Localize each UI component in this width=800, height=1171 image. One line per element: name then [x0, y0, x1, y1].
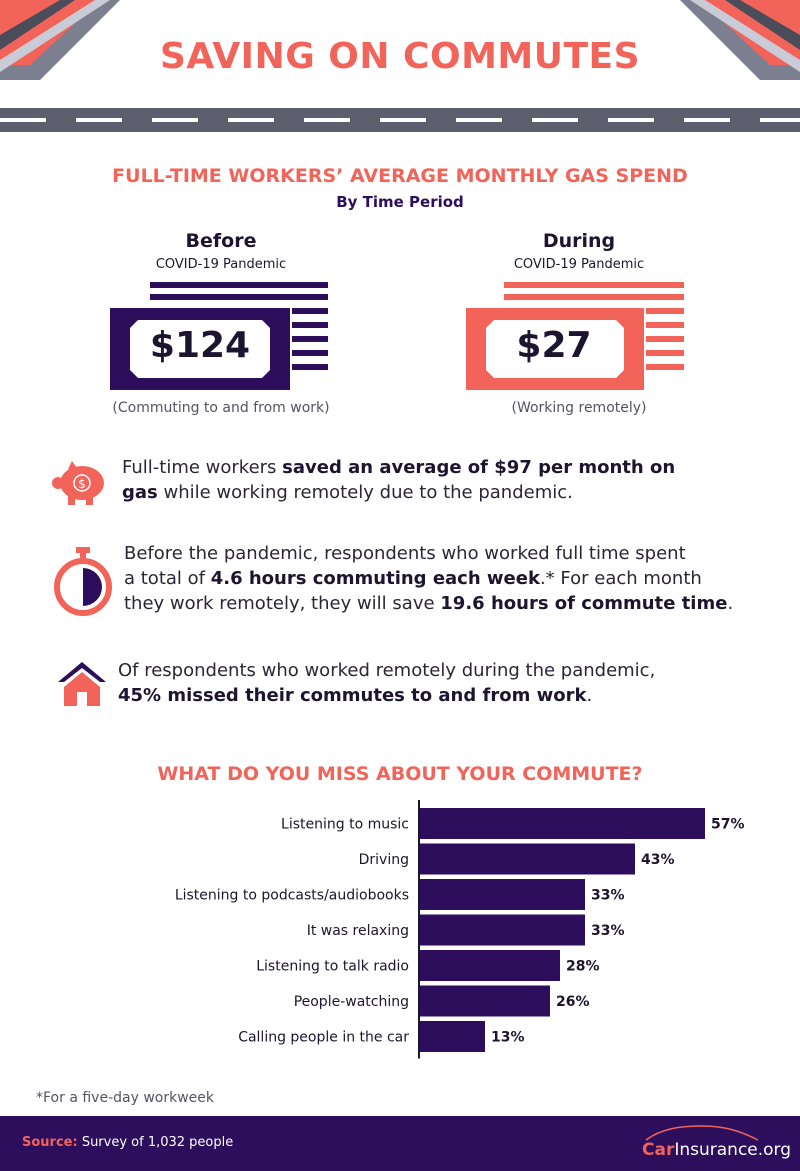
brand-logo-car: Car — [642, 1140, 675, 1160]
fact1-bold: saved an average of $97 per month on — [282, 457, 676, 478]
before-phase-sublabel: COVID-19 Pandemic — [155, 257, 287, 272]
fact3-text-post: . — [586, 685, 593, 706]
house-icon — [58, 662, 106, 706]
during-note: (Working remotely) — [511, 400, 647, 416]
car-outline-icon — [645, 1125, 759, 1141]
fact2-text-pre-3: they work remotely, they will save — [124, 593, 441, 614]
category-label-3: It was relaxing — [307, 923, 409, 939]
road-lane-markings — [0, 118, 800, 122]
stopwatch-icon — [54, 547, 112, 616]
bar-1 — [420, 843, 635, 875]
fact3-bold: 45% missed their commutes to and from wo… — [118, 685, 587, 706]
value-label-2: 33% — [591, 888, 625, 904]
category-label-5: People-watching — [294, 994, 409, 1010]
before-phase-label: Before — [185, 230, 257, 252]
category-label-4: Listening to talk radio — [256, 959, 409, 975]
building-left-decoration — [0, 0, 120, 80]
before-note: (Commuting to and from work) — [112, 400, 330, 416]
source-label: Source: — [22, 1135, 78, 1150]
brand-logo[interactable]: CarInsurance.org — [642, 1140, 791, 1160]
brand-logo-rest: Insurance.org — [674, 1140, 792, 1160]
value-label-4: 28% — [566, 959, 600, 975]
page-title: SAVING ON COMMUTES — [159, 36, 641, 77]
fact2-text-pre: a total of — [124, 568, 211, 589]
fact3-line1: Of respondents who worked remotely durin… — [118, 660, 656, 681]
dollar-bill-icon — [466, 282, 684, 390]
category-label-6: Calling people in the car — [238, 1030, 409, 1046]
bar-4 — [420, 950, 560, 981]
before-amount: $124 — [149, 325, 251, 366]
category-label-2: Listening to podcasts/audiobooks — [175, 888, 409, 904]
value-label-0: 57% — [711, 817, 745, 833]
value-label-6: 13% — [491, 1030, 525, 1046]
dollar-bill-icon — [110, 282, 328, 390]
value-label-1: 43% — [641, 852, 675, 868]
fact2-bold-saved: 19.6 hours of commute time — [440, 593, 728, 614]
during-bill-card: During COVID-19 Pandemic $27 (Working re… — [454, 230, 704, 430]
before-bill-card: Before COVID-19 Pandemic $124 (Commuting… — [96, 230, 346, 430]
gas-section-title: FULL-TIME WORKERS’ AVERAGE MONTHLY GAS S… — [112, 165, 688, 187]
bar-3 — [420, 914, 585, 946]
gas-section-subtitle: By Time Period — [336, 193, 464, 211]
fact2-text-post-3: . — [727, 593, 734, 614]
fact2-bold-hours: 4.6 hours commuting each week — [210, 568, 540, 589]
header: SAVING ON COMMUTES — [0, 0, 800, 140]
source-text: Survey of 1,032 people — [77, 1135, 234, 1150]
footnote: *For a five-day workweek — [36, 1090, 214, 1106]
building-right-decoration — [680, 0, 800, 80]
during-phase-label: During — [542, 230, 616, 252]
category-label-1: Driving — [359, 852, 409, 868]
bar-0 — [420, 808, 705, 839]
bar-5 — [420, 985, 550, 1017]
category-label-0: Listening to music — [281, 817, 409, 833]
fact2-line1: Before the pandemic, respondents who wor… — [124, 543, 686, 564]
fact1-bold-2: gas — [122, 482, 158, 503]
chart-title: WHAT DO YOU MISS ABOUT YOUR COMMUTE? — [157, 763, 643, 785]
source-line: Source: Survey of 1,032 people — [22, 1135, 233, 1150]
bar-2 — [420, 879, 585, 910]
fact2-text-post: .* For each month — [539, 568, 702, 589]
svg-text:$: $ — [78, 477, 86, 491]
piggy-bank-icon: $ — [52, 461, 104, 505]
footer — [0, 1116, 800, 1171]
fact1-text-post: while working remotely due to the pandem… — [157, 482, 573, 503]
value-label-3: 33% — [591, 923, 625, 939]
value-label-5: 26% — [556, 994, 590, 1010]
bar-chart: Listening to music 57% Driving 43% Listening… — [175, 800, 745, 1059]
during-amount: $27 — [516, 325, 592, 366]
bar-6 — [420, 1021, 485, 1052]
during-phase-sublabel: COVID-19 Pandemic — [513, 257, 645, 272]
fact1-text-pre: Full-time workers — [122, 457, 283, 478]
